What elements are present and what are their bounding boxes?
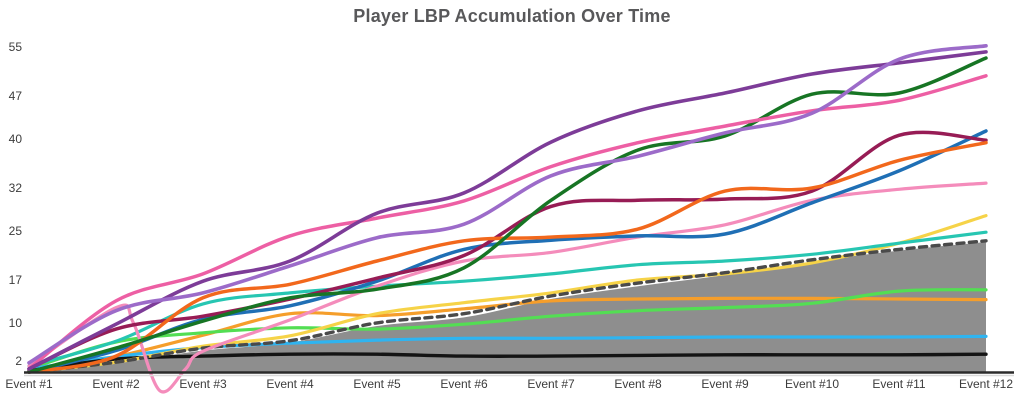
series-light-pink-line [27, 181, 988, 394]
series-orange-flat-line [27, 296, 988, 374]
series-dark-green-line [27, 56, 988, 374]
series-bright-green-line [27, 288, 988, 371]
y-axis-tick-label: 47 [9, 89, 23, 103]
y-axis-tick-label: 25 [9, 224, 23, 238]
x-axis-label: Event #4 [266, 377, 314, 391]
x-axis-label: Event #10 [785, 377, 839, 391]
series-gray-area [29, 242, 986, 372]
chart-title: Player LBP Accumulation Over Time [353, 6, 671, 26]
series-violet-line [27, 44, 988, 365]
x-axis-label: Event #11 [872, 377, 925, 391]
x-axis-label: Event #1 [5, 377, 53, 391]
series-dashed-gray-line [27, 239, 988, 374]
x-axis-label: Event #12 [959, 377, 1013, 391]
y-axis-tick-label: 32 [9, 181, 23, 195]
y-axis-tick-label: 17 [9, 273, 23, 287]
x-axis-label: Event #5 [353, 377, 401, 391]
x-axis-label: Event #9 [701, 377, 749, 391]
y-axis-tick-label: 40 [9, 132, 23, 146]
series-blue-line [27, 129, 988, 374]
x-axis-label: Event #6 [440, 377, 488, 391]
series-dark-purple-line [27, 50, 988, 371]
x-axis-label: Event #2 [92, 377, 140, 391]
y-axis-tick-label: 2 [15, 354, 22, 368]
y-axis-tick-label: 10 [9, 316, 23, 330]
y-axis-tick-label: 55 [9, 40, 23, 54]
x-axis-label: Event #3 [179, 377, 227, 391]
x-axis-label: Event #7 [527, 377, 575, 391]
x-axis-label: Event #8 [614, 377, 662, 391]
series-teal-line [27, 230, 988, 368]
